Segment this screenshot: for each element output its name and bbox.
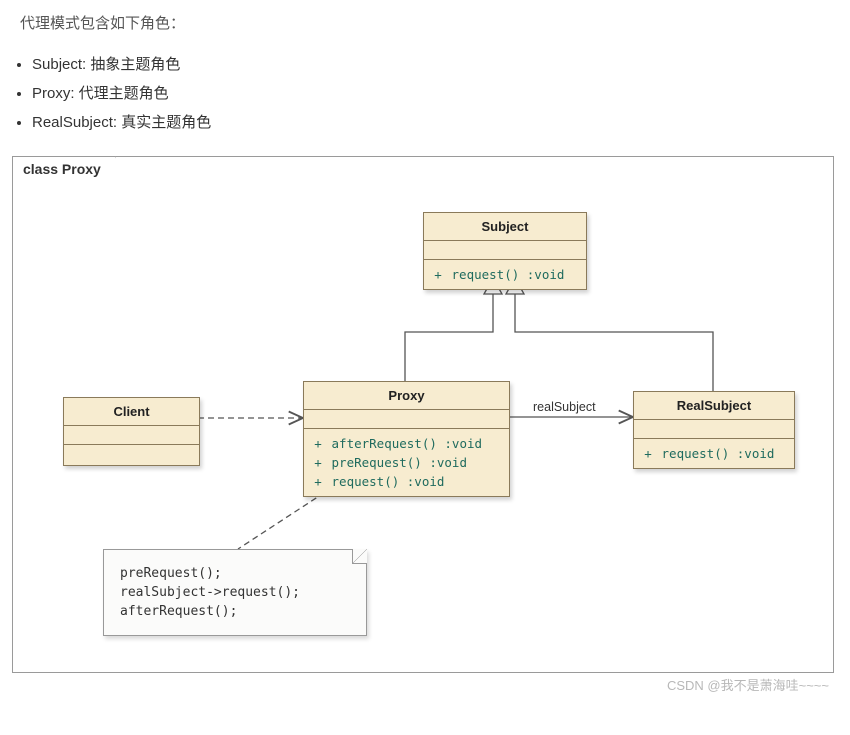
class-proxy: Proxy + afterRequest() :void+ preRequest(… — [303, 381, 510, 497]
class-title: RealSubject — [634, 392, 794, 420]
watermark: CSDN @我不是萧海哇~~~~ — [667, 675, 829, 694]
method: + request() :void — [432, 265, 578, 284]
class-attrs — [304, 410, 509, 428]
note-box: preRequest(); realSubject->request(); afte… — [103, 549, 367, 636]
frame-label: class Proxy — [12, 156, 116, 181]
class-realsubject: RealSubject + request() :void — [633, 391, 795, 469]
method: + afterRequest() :void — [312, 434, 501, 453]
method: + preRequest() :void — [312, 453, 501, 472]
class-attrs — [424, 241, 586, 259]
class-client: Client — [63, 397, 200, 466]
class-title: Proxy — [304, 382, 509, 410]
class-subject: Subject + request() :void — [423, 212, 587, 290]
gen-real-subject — [515, 278, 713, 391]
gen-proxy-subject — [405, 278, 493, 381]
class-ops — [64, 444, 199, 465]
edge-label: realSubject — [533, 400, 596, 414]
class-ops: + afterRequest() :void+ preRequest() :vo… — [304, 428, 509, 496]
class-title: Client — [64, 398, 199, 426]
method: + request() :void — [642, 444, 786, 463]
method: + request() :void — [312, 472, 501, 491]
intro-text: 代理模式包含如下角色： — [20, 12, 838, 33]
class-ops: + request() :void — [424, 259, 586, 289]
role-item: Proxy: 代理主题角色 — [32, 82, 838, 103]
class-title: Subject — [424, 213, 586, 241]
class-attrs — [634, 420, 794, 438]
note-line: afterRequest(); — [120, 604, 350, 619]
role-item: Subject: 抽象主题角色 — [32, 53, 838, 74]
note-line: realSubject->request(); — [120, 585, 350, 600]
roles-list: Subject: 抽象主题角色 Proxy: 代理主题角色 RealSubject:… — [32, 53, 838, 132]
class-attrs — [64, 426, 199, 444]
class-ops: + request() :void — [634, 438, 794, 468]
role-item: RealSubject: 真实主题角色 — [32, 111, 838, 132]
note-line: preRequest(); — [120, 566, 350, 581]
uml-frame: class Proxy Subject + request() :void Clie… — [12, 156, 834, 673]
